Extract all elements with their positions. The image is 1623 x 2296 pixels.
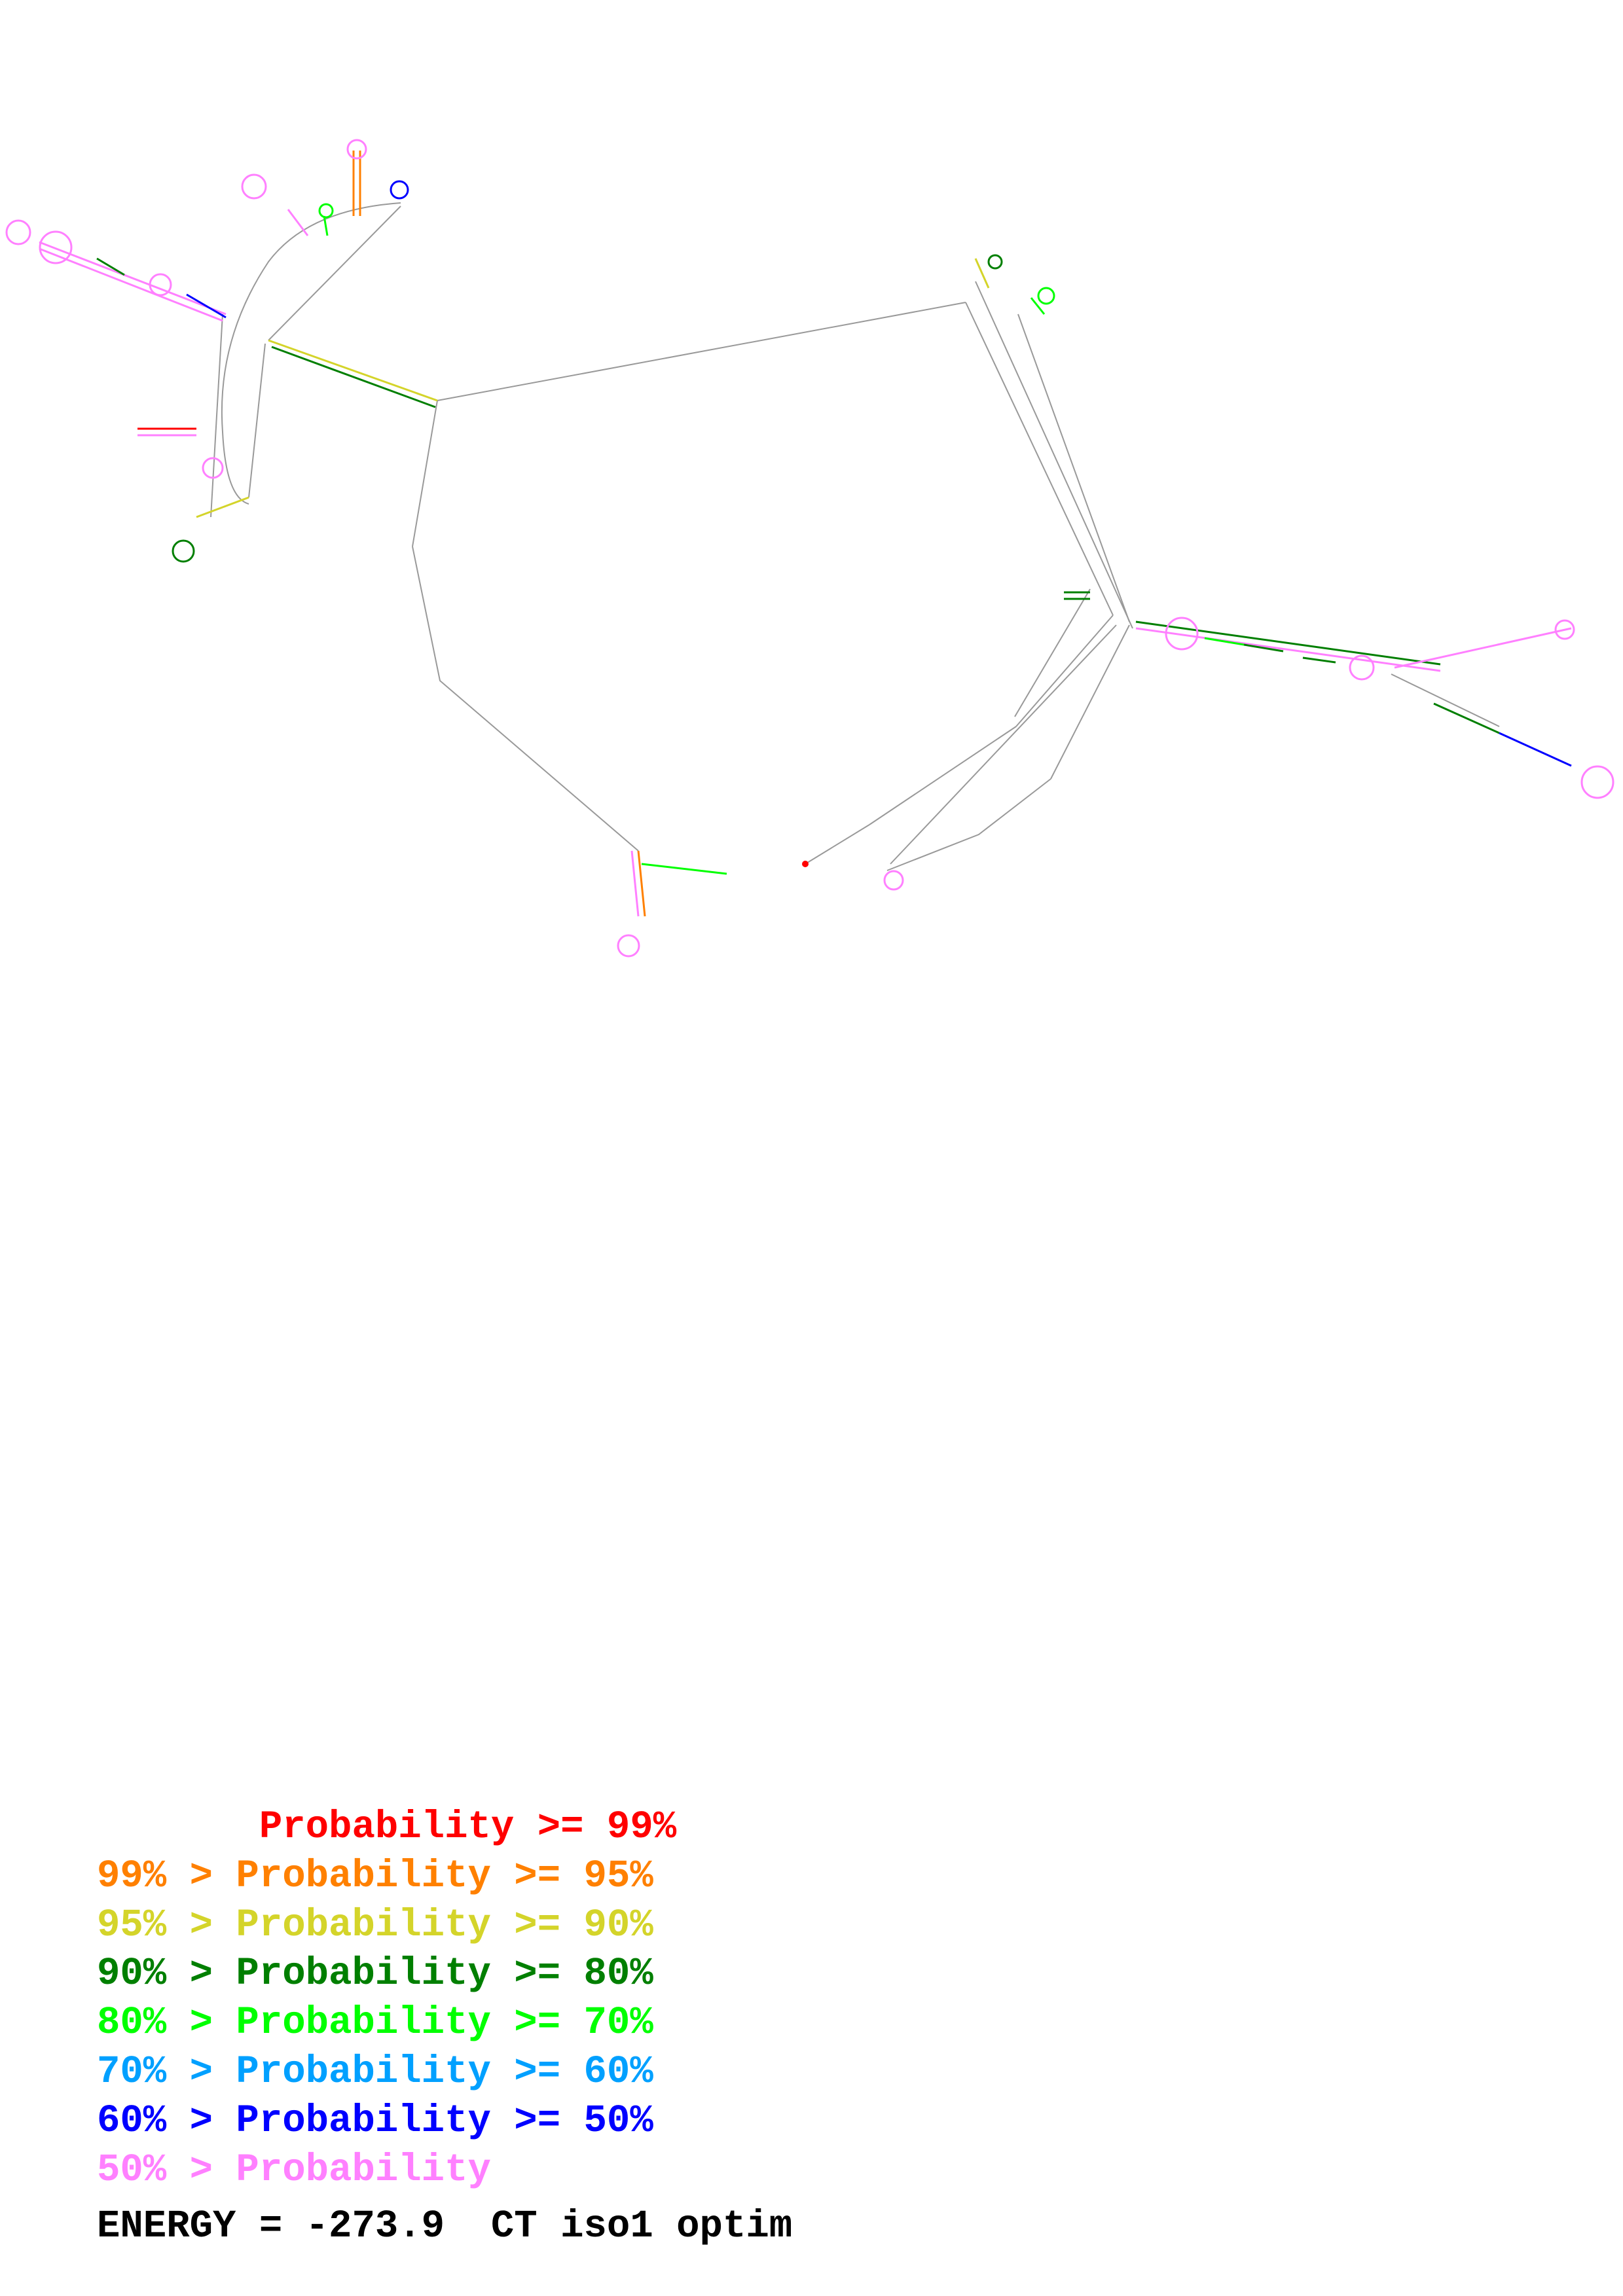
legend-entry: 80% > Probability >= 70% (97, 2001, 653, 2045)
rna-structure-diagram (5, 139, 1614, 958)
backbone-connectors (210, 202, 1500, 871)
legend-entry: 99% > Probability >= 95% (97, 1854, 653, 1898)
legend-entry: 95% > Probability >= 90% (97, 1903, 653, 1947)
legend-entry: Probability >= 99% (97, 1805, 677, 1849)
legend-entry: 70% > Probability >= 60% (97, 2050, 653, 2094)
sequence-start-marker (802, 861, 809, 867)
legend-entry: 60% > Probability >= 50% (97, 2099, 653, 2143)
energy-label: ENERGY = -273.9 CT iso1 optim (97, 2204, 793, 2248)
legend-entry: 50% > Probability (97, 2148, 491, 2192)
legend-entry: 90% > Probability >= 80% (97, 1952, 653, 1996)
helix-stems (39, 151, 1572, 917)
hairpin-loops (5, 139, 1614, 958)
